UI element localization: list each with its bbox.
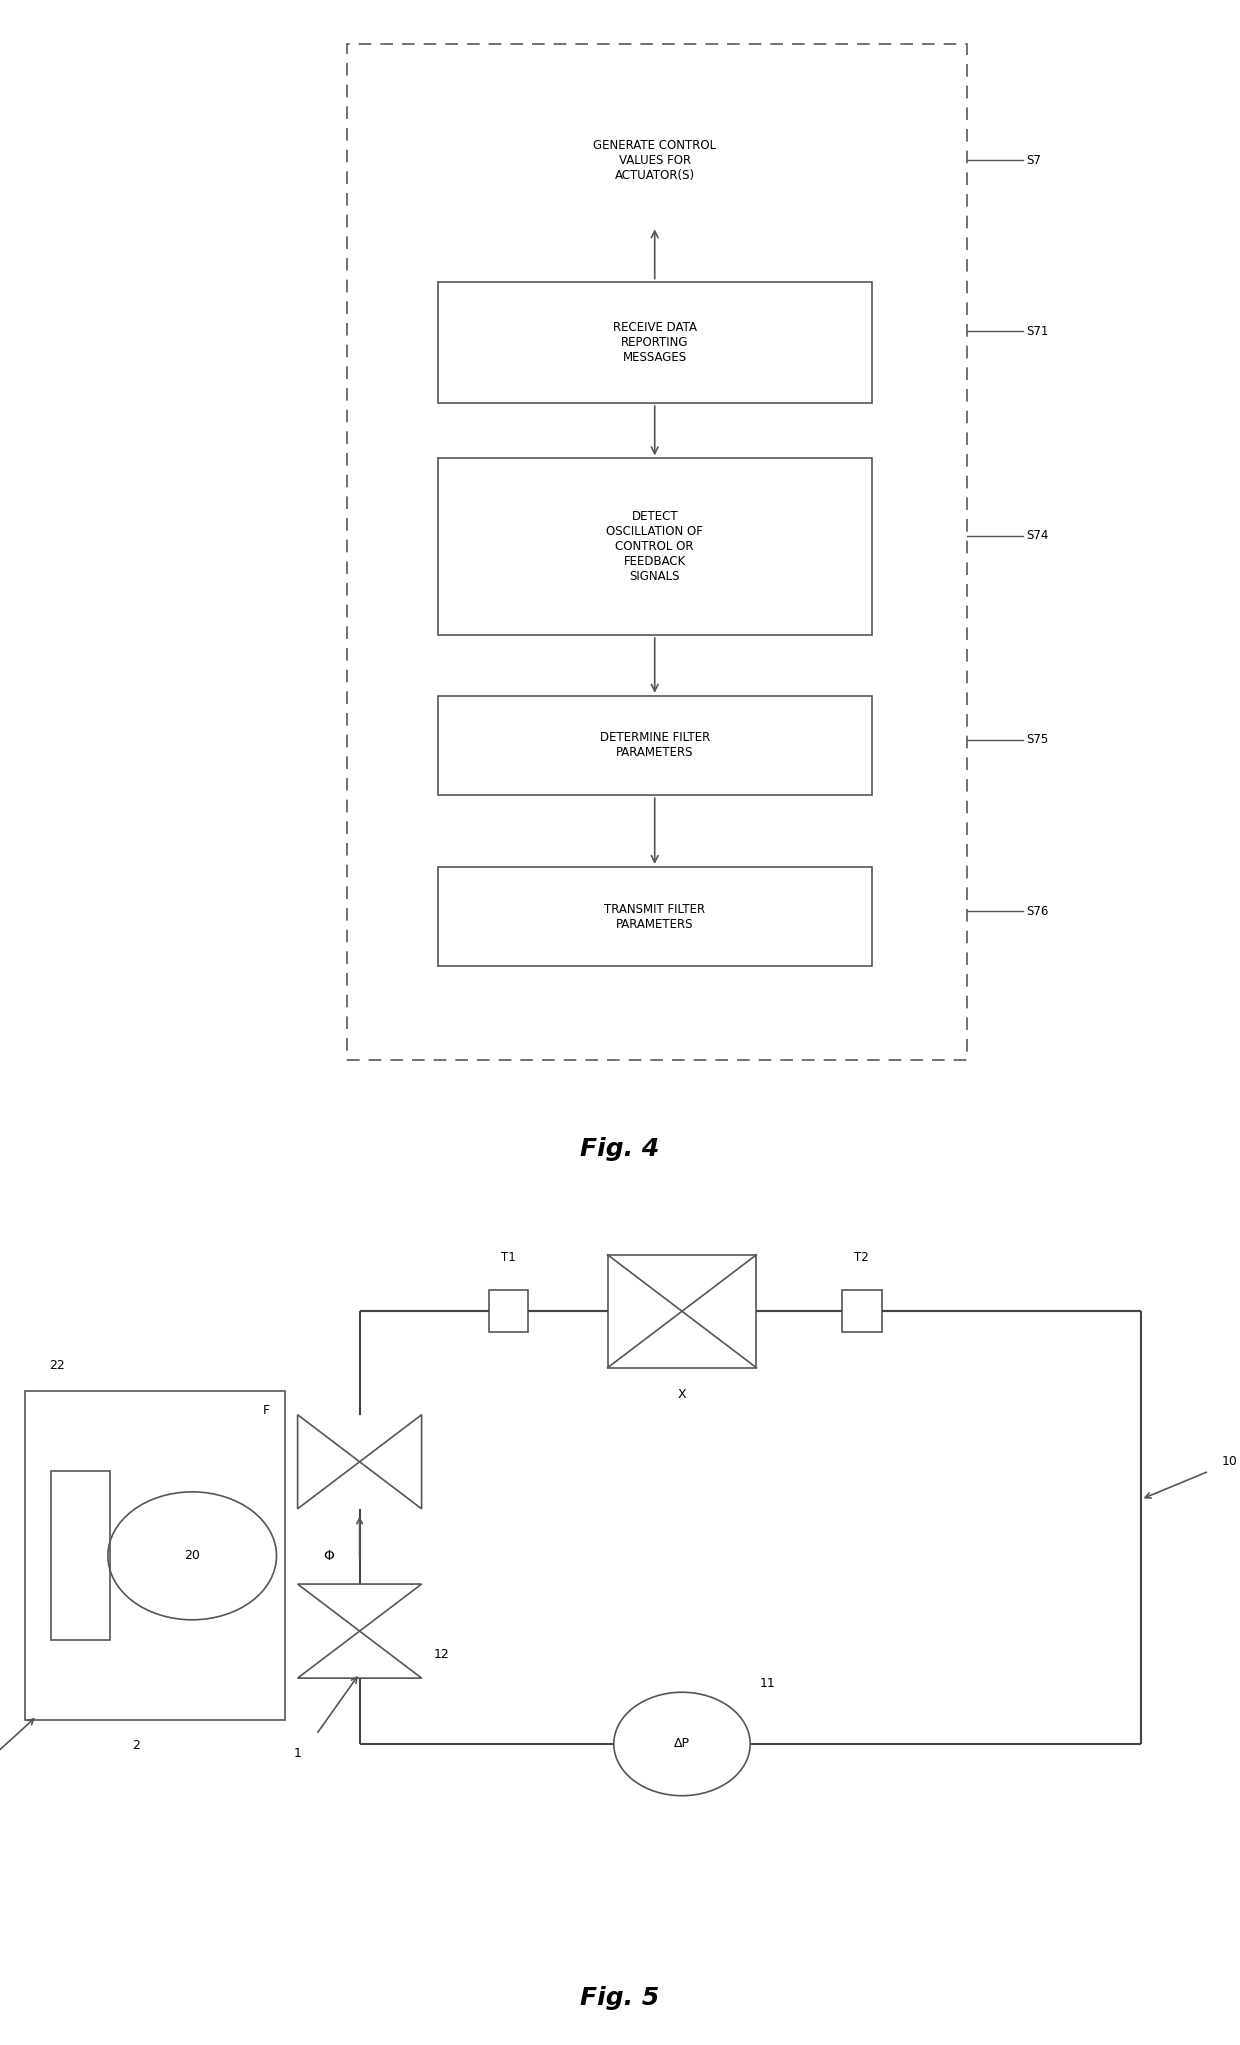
Text: Fig. 5: Fig. 5 <box>580 1986 660 2010</box>
Text: TRANSMIT FILTER
PARAMETERS: TRANSMIT FILTER PARAMETERS <box>604 902 706 930</box>
Text: S71: S71 <box>1027 325 1049 337</box>
Text: DETECT
OSCILLATION OF
CONTROL OR
FEEDBACK
SIGNALS: DETECT OSCILLATION OF CONTROL OR FEEDBAC… <box>606 509 703 583</box>
Text: 12: 12 <box>434 1648 450 1661</box>
Text: 2: 2 <box>133 1738 140 1753</box>
Bar <box>51 1470 110 1640</box>
Text: F: F <box>263 1403 270 1417</box>
Bar <box>489 1290 528 1333</box>
Text: S74: S74 <box>1027 530 1049 542</box>
Bar <box>608 1256 756 1368</box>
Text: 11: 11 <box>760 1677 776 1691</box>
Bar <box>842 1290 882 1333</box>
Text: 22: 22 <box>50 1360 66 1372</box>
Text: S76: S76 <box>1027 904 1049 918</box>
Text: Φ: Φ <box>324 1548 334 1562</box>
Text: 10: 10 <box>1221 1456 1238 1468</box>
Text: S75: S75 <box>1027 734 1049 746</box>
Text: X: X <box>678 1389 686 1401</box>
Bar <box>438 282 872 403</box>
Text: GENERATE CONTROL
VALUES FOR
ACTUATOR(S): GENERATE CONTROL VALUES FOR ACTUATOR(S) <box>593 139 717 182</box>
Bar <box>25 1391 285 1720</box>
Bar <box>438 695 872 796</box>
Bar <box>438 867 872 965</box>
Text: T2: T2 <box>854 1252 869 1264</box>
Text: ΔP: ΔP <box>675 1738 689 1751</box>
Text: Fig. 4: Fig. 4 <box>580 1137 660 1162</box>
Text: S7: S7 <box>1027 153 1042 166</box>
Bar <box>347 45 967 1059</box>
Text: 1: 1 <box>294 1746 301 1761</box>
Text: 20: 20 <box>185 1550 200 1562</box>
Text: T1: T1 <box>501 1252 516 1264</box>
Text: DETERMINE FILTER
PARAMETERS: DETERMINE FILTER PARAMETERS <box>600 732 709 759</box>
Bar <box>438 458 872 634</box>
Text: RECEIVE DATA
REPORTING
MESSAGES: RECEIVE DATA REPORTING MESSAGES <box>613 321 697 364</box>
